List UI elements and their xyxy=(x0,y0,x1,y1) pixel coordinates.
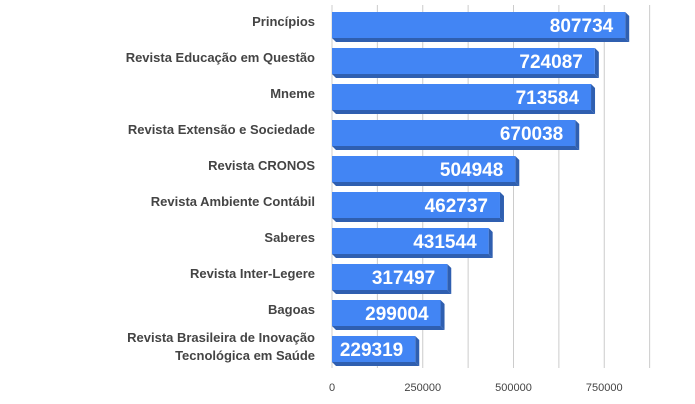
bar-side xyxy=(499,192,504,222)
data-label: 299004 xyxy=(365,304,429,325)
bar-bottom xyxy=(332,110,596,114)
bar-bottom xyxy=(332,290,452,294)
bar: 504948 xyxy=(332,156,520,186)
x-tick-label: 0 xyxy=(329,382,335,394)
bars: 807734 724087 713584 670038 504948 462737 4315… xyxy=(332,12,630,366)
category-label: Bagoas xyxy=(268,302,315,317)
bar-side xyxy=(575,120,580,150)
bar-side xyxy=(415,336,420,366)
data-label: 713584 xyxy=(516,88,580,109)
category-label: Mneme xyxy=(270,86,315,101)
bar-bottom xyxy=(332,254,493,258)
bar: 299004 xyxy=(332,300,445,330)
bar-bottom xyxy=(332,38,630,42)
data-label: 724087 xyxy=(519,52,582,73)
bar-face xyxy=(332,192,500,218)
bar-bottom xyxy=(332,362,420,366)
bar: 462737 xyxy=(332,192,504,222)
data-label: 807734 xyxy=(550,16,614,37)
data-label: 317497 xyxy=(372,268,435,289)
bar-bottom xyxy=(332,74,599,78)
bar: 317497 xyxy=(332,264,452,294)
bar-side xyxy=(488,228,493,258)
data-label: 229319 xyxy=(340,340,403,361)
bar-face xyxy=(332,120,576,146)
bar: 229319 xyxy=(332,336,420,366)
data-label: 431544 xyxy=(413,232,477,253)
bar-bottom xyxy=(332,146,580,150)
bar-side xyxy=(625,12,630,42)
bar-side xyxy=(594,48,599,78)
bar-bottom xyxy=(332,326,445,330)
bar: 431544 xyxy=(332,228,493,258)
bar: 807734 xyxy=(332,12,630,42)
data-label: 462737 xyxy=(425,196,488,217)
bar-bottom xyxy=(332,218,504,222)
category-label: Revista Educação em Questão xyxy=(126,50,315,65)
bar-face xyxy=(332,48,595,74)
x-axis-ticks: 0 250000 500000 750000 xyxy=(329,382,623,394)
category-label: Revista Inter-Legere xyxy=(190,266,315,281)
category-label: Revista Extensão e Sociedade xyxy=(128,122,315,137)
bar-face xyxy=(332,156,516,182)
bar-face xyxy=(332,84,592,110)
category-label: Saberes xyxy=(264,230,315,245)
bar-face xyxy=(332,300,441,326)
bar-side xyxy=(591,84,596,114)
bar: 724087 xyxy=(332,48,599,78)
category-label: Revista Ambiente Contábil xyxy=(151,194,315,209)
bar: 670038 xyxy=(332,120,580,150)
data-label: 504948 xyxy=(440,160,503,181)
data-label: 670038 xyxy=(500,124,563,145)
bar-bottom xyxy=(332,182,520,186)
category-label: Revista CRONOS xyxy=(208,158,315,173)
bar-side xyxy=(440,300,445,330)
bar-face xyxy=(332,228,489,254)
x-tick-label: 500000 xyxy=(495,382,532,394)
bar: 713584 xyxy=(332,84,596,114)
category-labels: Princípios Revista Educação em Questão Mne… xyxy=(126,14,316,363)
category-label: Revista Brasileira de Inovação Tecnológic… xyxy=(127,330,315,363)
bar-side xyxy=(447,264,452,294)
bar-face xyxy=(332,336,416,362)
bar-side xyxy=(515,156,520,186)
category-label: Princípios xyxy=(252,14,315,29)
x-tick-label: 750000 xyxy=(586,382,623,394)
bar-face xyxy=(332,12,626,38)
bar-face xyxy=(332,264,448,290)
x-tick-label: 250000 xyxy=(404,382,441,394)
